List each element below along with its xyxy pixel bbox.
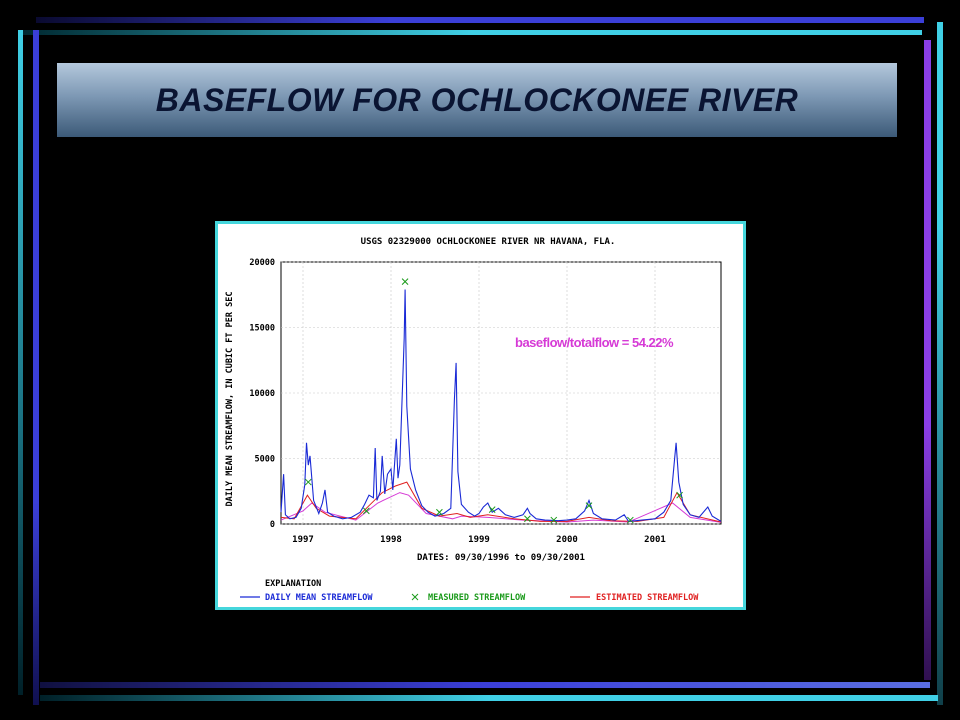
measured-point — [363, 507, 370, 515]
measured-point — [676, 491, 683, 499]
legend-label: MEASURED STREAMFLOW — [428, 593, 526, 603]
chart-svg: USGS 02329000 OCHLOCKONEE RIVER NR HAVAN… — [225, 237, 722, 603]
frame-bar-left-inner — [33, 30, 39, 705]
measured-point — [436, 508, 443, 516]
y-tick-labels: 0 5000 10000 15000 20000 — [249, 258, 275, 530]
x-tick-label: 1998 — [380, 535, 402, 545]
frame-bar-right-outer — [937, 22, 943, 705]
x-tick-labels: 1997 1998 1999 2000 2001 — [292, 535, 666, 545]
measured-markers — [304, 278, 683, 524]
measured-point — [585, 502, 593, 510]
measured-point — [304, 478, 312, 486]
measured-point — [401, 278, 409, 286]
x-tick-label: 2000 — [556, 535, 578, 545]
frame-bar-left-outer — [18, 30, 23, 695]
measured-point — [627, 516, 634, 524]
title-band: BASEFLOW FOR OCHLOCKONEE RIVER — [57, 63, 897, 137]
x-tick-label: 1999 — [468, 535, 490, 545]
x-tick-label: 2001 — [644, 535, 666, 545]
grid-lines — [281, 261, 721, 525]
baseflow-annotation: baseflow/totalflow = 54.22% — [515, 335, 674, 350]
y-tick-label: 15000 — [249, 324, 275, 334]
series-line-estimated-streamflow — [280, 481, 722, 523]
measured-point — [524, 515, 531, 523]
y-tick-label: 10000 — [249, 389, 275, 399]
measured-point — [550, 516, 558, 524]
series-line-daily-mean-streamflow — [280, 289, 722, 522]
legend-label: DAILY MEAN STREAMFLOW — [265, 593, 373, 603]
legend-item: MEASURED STREAMFLOW — [411, 593, 526, 603]
frame-bar-right-inner — [924, 40, 931, 680]
chart-panel: USGS 02329000 OCHLOCKONEE RIVER NR HAVAN… — [215, 221, 746, 610]
x-axis-label: DATES: 09/30/1996 to 09/30/2001 — [417, 553, 585, 563]
frame-bar-top-inner — [22, 30, 922, 35]
measured-point — [488, 506, 496, 513]
y-tick-label: 0 — [270, 520, 275, 530]
legend: DAILY MEAN STREAMFLOW MEASURED STREAMFLOW… — [240, 593, 699, 603]
frame-bar-top — [36, 17, 924, 23]
legend-label: ESTIMATED STREAMFLOW — [596, 593, 699, 603]
legend-item: DAILY MEAN STREAMFLOW — [240, 593, 373, 603]
frame-bar-bottom-outer — [40, 682, 930, 688]
legend-item: ESTIMATED STREAMFLOW — [570, 593, 699, 603]
slide-title: BASEFLOW FOR OCHLOCKONEE RIVER — [155, 81, 799, 118]
y-tick-label: 20000 — [249, 258, 275, 268]
legend-title: EXPLANATION — [265, 579, 321, 589]
frame-bar-bottom-inner — [40, 695, 938, 701]
y-axis-label: DAILY MEAN STREAMFLOW, IN CUBIC FT PER S… — [225, 292, 235, 507]
y-tick-label: 5000 — [255, 455, 275, 465]
chart-title: USGS 02329000 OCHLOCKONEE RIVER NR HAVAN… — [361, 237, 616, 247]
x-tick-label: 1997 — [292, 535, 314, 545]
